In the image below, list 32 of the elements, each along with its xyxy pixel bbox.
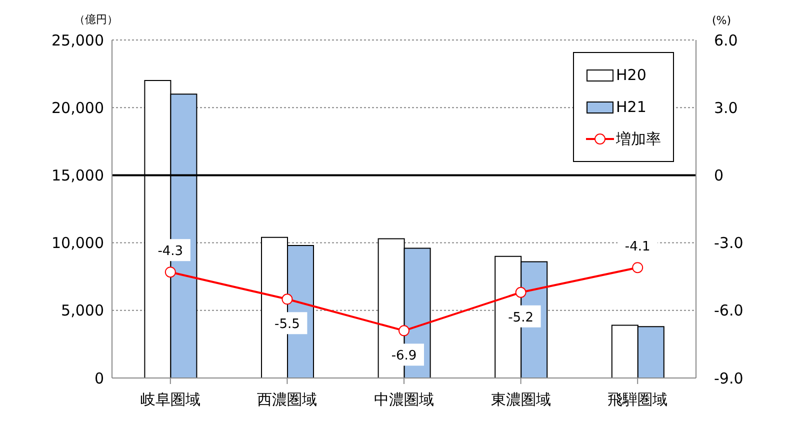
y-tick-label: 10,000	[52, 234, 104, 252]
y-tick-label: 20,000	[52, 98, 104, 117]
y2-tick-label: 6.0	[714, 31, 738, 50]
y2-tick-label: -9.0	[714, 369, 744, 388]
point	[398, 325, 410, 336]
y-tick-label: 0	[94, 369, 104, 388]
legend-label: H21	[616, 98, 646, 116]
point	[515, 286, 526, 298]
point	[632, 262, 644, 274]
legend-label: 増加率	[616, 130, 661, 148]
x-tick-label: 中濃圏域	[374, 390, 434, 409]
data-label: -4.1	[624, 240, 650, 255]
data-label: -4.3	[158, 244, 184, 260]
point	[282, 294, 293, 305]
x-tick-label: 岐阜圏域	[140, 390, 200, 409]
data-label: -5.5	[274, 317, 300, 332]
y-tick-label: 15,000	[52, 166, 104, 185]
legend-label: H20	[616, 66, 646, 84]
y-tick-label: 25,000	[52, 31, 104, 50]
y-tick-label: 5,000	[61, 302, 104, 320]
y2-tick-label: -6.0	[714, 302, 744, 320]
y2-axis-title: (%)	[712, 14, 732, 27]
data-label: -5.2	[508, 310, 534, 326]
y-axis-title: （億円）	[74, 12, 118, 27]
y2-tick-label: 3.0	[714, 98, 738, 117]
x-tick-label: 西濃圏域	[257, 390, 318, 409]
y2-tick-label: 0	[714, 166, 724, 185]
x-tick-label: 飛騨圏域	[608, 390, 668, 409]
x-tick-label: 東濃圏域	[490, 390, 551, 409]
point	[164, 266, 176, 278]
data-label: -6.9	[391, 348, 417, 364]
y2-tick-label: -3.0	[714, 234, 744, 252]
